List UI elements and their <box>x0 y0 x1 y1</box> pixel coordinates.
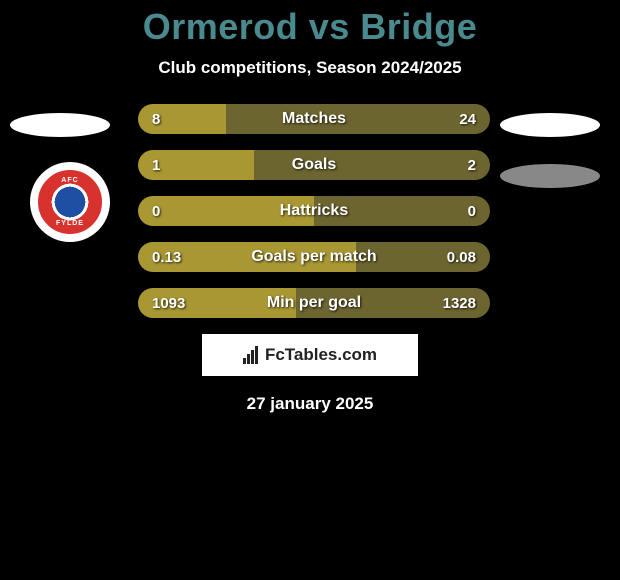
right-ellipse-2-icon <box>500 164 600 188</box>
stat-bar-bg <box>138 242 490 272</box>
page-title: Ormerod vs Bridge <box>0 0 620 48</box>
stat-value-left: 8 <box>152 104 160 134</box>
crest-inner: AFC FYLDE <box>38 170 102 234</box>
stat-value-left: 0 <box>152 196 160 226</box>
stat-bars: 824Matches12Goals00Hattricks0.130.08Goal… <box>138 104 490 318</box>
main-area: AFC FYLDE 824Matches12Goals00Hattricks0.… <box>0 104 620 318</box>
stat-bar-bg <box>138 150 490 180</box>
stat-value-right: 0.08 <box>447 242 476 272</box>
date-text: 27 january 2025 <box>0 394 620 414</box>
stat-bar-right <box>314 196 490 226</box>
stat-value-right: 24 <box>459 104 476 134</box>
stat-value-right: 1328 <box>443 288 476 318</box>
stat-bar-bg <box>138 288 490 318</box>
bars-icon <box>243 346 261 364</box>
subtitle: Club competitions, Season 2024/2025 <box>0 58 620 78</box>
stat-bar-right <box>254 150 490 180</box>
stat-bar-left <box>138 196 314 226</box>
stat-value-right: 0 <box>468 196 476 226</box>
footer-text: FcTables.com <box>265 345 377 365</box>
right-ellipse-1-icon <box>500 113 600 137</box>
stat-value-left: 1 <box>152 150 160 180</box>
stat-value-left: 1093 <box>152 288 185 318</box>
crest-bottom-text: FYLDE <box>43 220 97 227</box>
stat-value-left: 0.13 <box>152 242 181 272</box>
club-crest-icon: AFC FYLDE <box>30 162 110 242</box>
stat-bar-bg <box>138 104 490 134</box>
stat-row: 0.130.08Goals per match <box>138 242 490 272</box>
stat-bar-right <box>226 104 490 134</box>
comparison-infographic: Ormerod vs Bridge Club competitions, Sea… <box>0 0 620 580</box>
footer-attribution: FcTables.com <box>202 334 418 376</box>
crest-top-text: AFC <box>43 177 97 184</box>
stat-row: 10931328Min per goal <box>138 288 490 318</box>
stat-row: 00Hattricks <box>138 196 490 226</box>
left-ellipse-icon <box>10 113 110 137</box>
stat-row: 824Matches <box>138 104 490 134</box>
stat-value-right: 2 <box>468 150 476 180</box>
stat-row: 12Goals <box>138 150 490 180</box>
stat-bar-bg <box>138 196 490 226</box>
